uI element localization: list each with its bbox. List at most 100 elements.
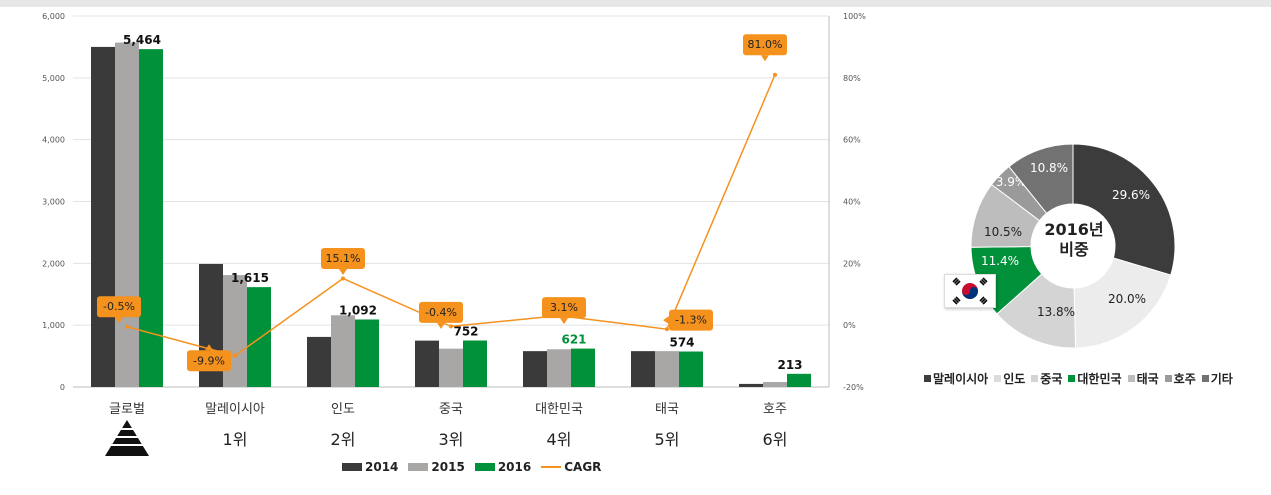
rank-label: 2위 bbox=[330, 430, 356, 449]
cagr-point bbox=[773, 72, 777, 77]
pie-slice-label: 10.5% bbox=[984, 225, 1022, 239]
rank-label: 6위 bbox=[762, 430, 788, 449]
pie-slice-label: 20.0% bbox=[1108, 292, 1146, 306]
pie-legend-label: 말레이시아 bbox=[933, 372, 989, 386]
bar-2016 bbox=[679, 351, 703, 387]
bar-2016 bbox=[787, 373, 811, 387]
bar-value-label: 5,464 bbox=[123, 33, 161, 47]
bar-value-label: 1,092 bbox=[339, 303, 377, 317]
y-left-tick-label: 4,000 bbox=[42, 136, 65, 145]
bar-value-label: 574 bbox=[669, 336, 694, 350]
cagr-callout-box bbox=[419, 301, 463, 323]
category-label: 태국 bbox=[655, 402, 679, 417]
bar-value-label: 213 bbox=[777, 358, 802, 372]
korea-flag-icon bbox=[944, 274, 996, 308]
pie-legend-swatch bbox=[1201, 375, 1209, 382]
y-left-tick-label: 6,000 bbox=[42, 12, 65, 21]
rank-label: 1위 bbox=[222, 430, 248, 449]
y-right-tick-label: 100% bbox=[843, 12, 866, 21]
bar-2015 bbox=[331, 315, 355, 387]
y-right-tick-label: 20% bbox=[843, 259, 861, 268]
pie-legend-item: 기타 bbox=[1201, 370, 1233, 387]
y-right-tick-label: 40% bbox=[843, 198, 861, 207]
pie-center-label: 2016년 비중 bbox=[1031, 220, 1117, 260]
top-bar bbox=[0, 0, 1271, 7]
category-label: 인도 bbox=[331, 402, 355, 417]
y-left-tick-label: 0 bbox=[60, 383, 65, 392]
pie-legend-item: 태국 bbox=[1127, 370, 1159, 387]
pie-legend-label: 태국 bbox=[1136, 372, 1159, 386]
legend-2016: 2016 bbox=[497, 460, 532, 474]
cagr-callout-pointer bbox=[560, 318, 568, 325]
cagr-callout-pointer bbox=[761, 55, 769, 62]
pie-legend-swatch bbox=[1164, 375, 1172, 382]
bar-2015 bbox=[655, 351, 679, 387]
y-right-tick-label: 80% bbox=[843, 74, 861, 83]
cagr-callout-pointer bbox=[437, 322, 445, 329]
pie-slice-label: 11.4% bbox=[981, 254, 1019, 268]
cagr-callout-box bbox=[743, 34, 787, 56]
cagr-callout-label: 15.1% bbox=[326, 252, 361, 265]
bar-2014 bbox=[91, 46, 115, 388]
pie-legend-item: 호주 bbox=[1164, 370, 1196, 387]
bar-2014 bbox=[523, 351, 547, 387]
bar-2014 bbox=[739, 383, 763, 387]
bar-chart-legend: 2014 2015 2016 CAGR bbox=[342, 460, 601, 474]
bar-2014 bbox=[415, 340, 439, 387]
bar-value-label: 752 bbox=[453, 325, 478, 339]
cagr-callout-box bbox=[542, 297, 586, 319]
pie-slice-인도 bbox=[1073, 257, 1172, 349]
y-right-tick-label: 0% bbox=[843, 321, 856, 330]
y-right-tick-label: -20% bbox=[843, 383, 864, 392]
pie-legend-swatch bbox=[1068, 375, 1076, 382]
cagr-callout-box bbox=[669, 309, 713, 331]
cagr-callout-label: 81.0% bbox=[748, 38, 783, 51]
category-label: 말레이시아 bbox=[205, 402, 265, 417]
pie-legend-item: 말레이시아 bbox=[924, 370, 988, 387]
pie-legend-swatch bbox=[924, 375, 931, 382]
y-left-tick-label: 1,000 bbox=[42, 321, 65, 330]
legend-2015: 2015 bbox=[431, 460, 465, 474]
category-label: 대한민국 bbox=[535, 402, 583, 417]
cagr-point bbox=[125, 324, 129, 329]
pie-legend: 말레이시아 인도 중국 대한민국 태국 호주 기타 bbox=[924, 370, 1233, 387]
pie-legend-label: 기타 bbox=[1210, 372, 1233, 386]
cagr-callout-box bbox=[187, 350, 231, 372]
cagr-callout-box bbox=[97, 296, 141, 318]
y-left-tick-label: 5,000 bbox=[42, 74, 65, 83]
legend-cagr: CAGR bbox=[564, 460, 602, 474]
cagr-callout-box bbox=[321, 247, 365, 269]
bar-2015 bbox=[547, 349, 571, 387]
category-label: 호주 bbox=[763, 402, 787, 417]
y-left-tick-label: 2,000 bbox=[42, 259, 65, 268]
bar-2015 bbox=[439, 348, 463, 387]
pie-legend-swatch bbox=[994, 375, 1002, 382]
rank-label: 3위 bbox=[438, 430, 464, 449]
bar-2014 bbox=[307, 336, 331, 387]
bar-2016 bbox=[139, 49, 163, 387]
pie-legend-label: 중국 bbox=[1040, 372, 1063, 386]
pie-legend-item: 인도 bbox=[994, 370, 1025, 387]
bar-2016 bbox=[571, 348, 595, 387]
cagr-point bbox=[341, 276, 345, 281]
pie-legend-item: 대한민국 bbox=[1068, 370, 1122, 387]
bar-2015 bbox=[115, 42, 139, 388]
cagr-callout-pointer bbox=[205, 344, 213, 351]
pie-slice-label: 13.8% bbox=[1037, 305, 1075, 319]
y-left-tick-label: 3,000 bbox=[42, 198, 65, 207]
cagr-callout-label: -1.3% bbox=[675, 314, 707, 327]
cagr-callout-label: -9.9% bbox=[193, 354, 225, 367]
legend-2014: 2014 bbox=[365, 460, 399, 474]
category-label: 글로벌 bbox=[109, 402, 145, 417]
bar-2016 bbox=[355, 319, 379, 387]
pie-slice-기타 bbox=[1008, 143, 1074, 215]
pie-legend-label: 호주 bbox=[1173, 372, 1196, 386]
pie-center-line2: 비중 bbox=[1059, 240, 1089, 259]
cagr-point bbox=[233, 353, 237, 358]
pie-legend-swatch bbox=[1031, 375, 1039, 382]
pie-center-line1: 2016년 bbox=[1044, 220, 1104, 239]
pie-legend-label: 대한민국 bbox=[1077, 372, 1122, 386]
cagr-callout-pointer bbox=[663, 316, 669, 325]
pie-legend-label: 인도 bbox=[1003, 372, 1026, 386]
bar-2015 bbox=[763, 382, 787, 387]
